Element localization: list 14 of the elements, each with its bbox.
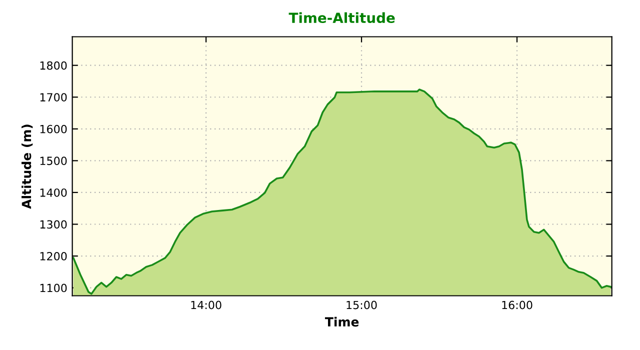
y-tick-label: 1100 — [40, 284, 67, 292]
y-tick-label: 1500 — [40, 156, 67, 166]
y-tick-label: 1800 — [40, 61, 67, 70]
x-tick-label: 16:00 — [502, 300, 532, 310]
x-tick-label: 14:00 — [191, 300, 222, 310]
y-tick-label: 1400 — [40, 188, 67, 197]
x-tick-label: 15:00 — [346, 300, 377, 310]
y-tick-label: 1200 — [40, 252, 67, 260]
y-tick-label: 1300 — [40, 220, 67, 229]
y-axis-title: Altitude (m) — [22, 124, 33, 209]
chart-title: Time-Altitude — [288, 12, 395, 24]
y-tick-label: 1600 — [40, 124, 67, 134]
y-tick-label: 1700 — [40, 93, 67, 102]
x-axis-title: Time — [324, 316, 359, 327]
